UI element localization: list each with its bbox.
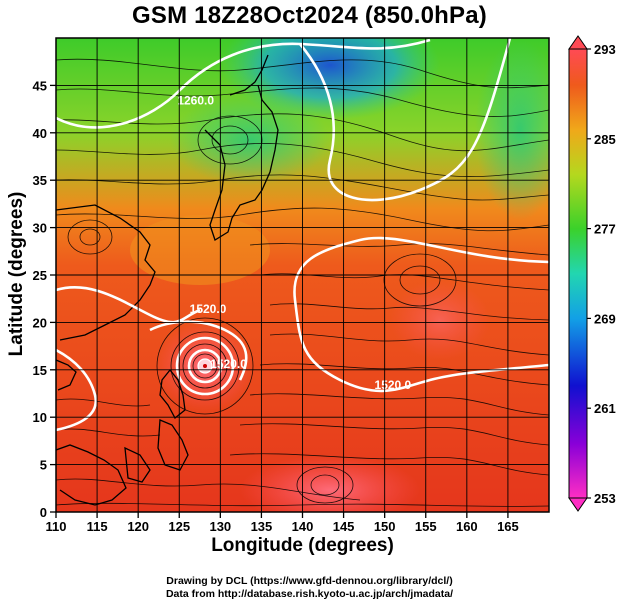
colorbar-tick-label: 293 <box>594 42 616 57</box>
x-tick-label: 135 <box>251 519 273 534</box>
colorbar <box>568 48 588 499</box>
y-tick-label: 20 <box>33 315 47 330</box>
y-tick-label: 10 <box>33 410 47 425</box>
colorbar-tick-label: 253 <box>594 491 616 506</box>
contour-label: 1520.0 <box>375 378 412 392</box>
credits: Drawing by DCL (https://www.gfd-dennou.o… <box>0 575 619 601</box>
y-axis-ticks: 0 5 10 15 20 25 30 35 40 45 <box>33 78 56 520</box>
y-tick-label: 25 <box>33 268 47 283</box>
colorbar-ticks: 253 261 269 277 285 293 <box>587 42 616 506</box>
height-contours <box>56 38 549 432</box>
contour-labels: 1260.0 1520.0 1520.0 1520.0 <box>177 93 411 391</box>
y-tick-label: 45 <box>33 78 47 93</box>
x-tick-label: 155 <box>415 519 437 534</box>
colorbar-tick-label: 277 <box>594 222 616 237</box>
x-tick-label: 150 <box>374 519 396 534</box>
map-title: GSM 18Z28Oct2024 (850.0hPa) <box>132 2 487 29</box>
y-tick-label: 40 <box>33 126 47 141</box>
x-tick-label: 130 <box>209 519 231 534</box>
colorbar-bottom-arrow <box>568 497 588 512</box>
x-tick-label: 165 <box>497 519 519 534</box>
credit-data-source: Data from http://database.rish.kyoto-u.a… <box>165 588 454 600</box>
y-axis-label: Latitude (degrees) <box>6 191 27 357</box>
x-tick-label: 145 <box>333 519 355 534</box>
credit-dcl: Drawing by DCL (https://www.gfd-dennou.o… <box>166 575 453 587</box>
colorbar-tick-label: 285 <box>594 132 616 147</box>
x-axis-label: Longitude (degrees) <box>211 535 394 556</box>
contour-label: 1520.0 <box>210 357 247 371</box>
x-tick-label: 140 <box>292 519 314 534</box>
storm-eye-dot <box>203 364 207 368</box>
colorbar-tick-label: 261 <box>594 401 616 416</box>
x-tick-label: 115 <box>87 519 108 534</box>
contour-label: 1260.0 <box>177 93 214 107</box>
x-tick-label: 110 <box>46 519 67 534</box>
x-tick-label: 160 <box>456 519 478 534</box>
y-tick-label: 35 <box>33 173 47 188</box>
contour-label: 1520.0 <box>190 302 227 316</box>
x-tick-label: 125 <box>168 519 190 534</box>
x-axis-ticks: 110 115 120 125 130 135 140 145 150 155 160 165 <box>46 512 519 534</box>
y-tick-label: 5 <box>40 458 47 473</box>
colorbar-top-arrow <box>568 35 588 50</box>
y-tick-label: 30 <box>33 221 47 236</box>
y-tick-label: 15 <box>33 363 47 378</box>
y-tick-label: 0 <box>40 505 47 520</box>
coastlines <box>56 54 279 506</box>
x-tick-label: 120 <box>127 519 149 534</box>
lat-lon-grid <box>56 38 549 512</box>
colorbar-tick-label: 269 <box>594 311 616 326</box>
